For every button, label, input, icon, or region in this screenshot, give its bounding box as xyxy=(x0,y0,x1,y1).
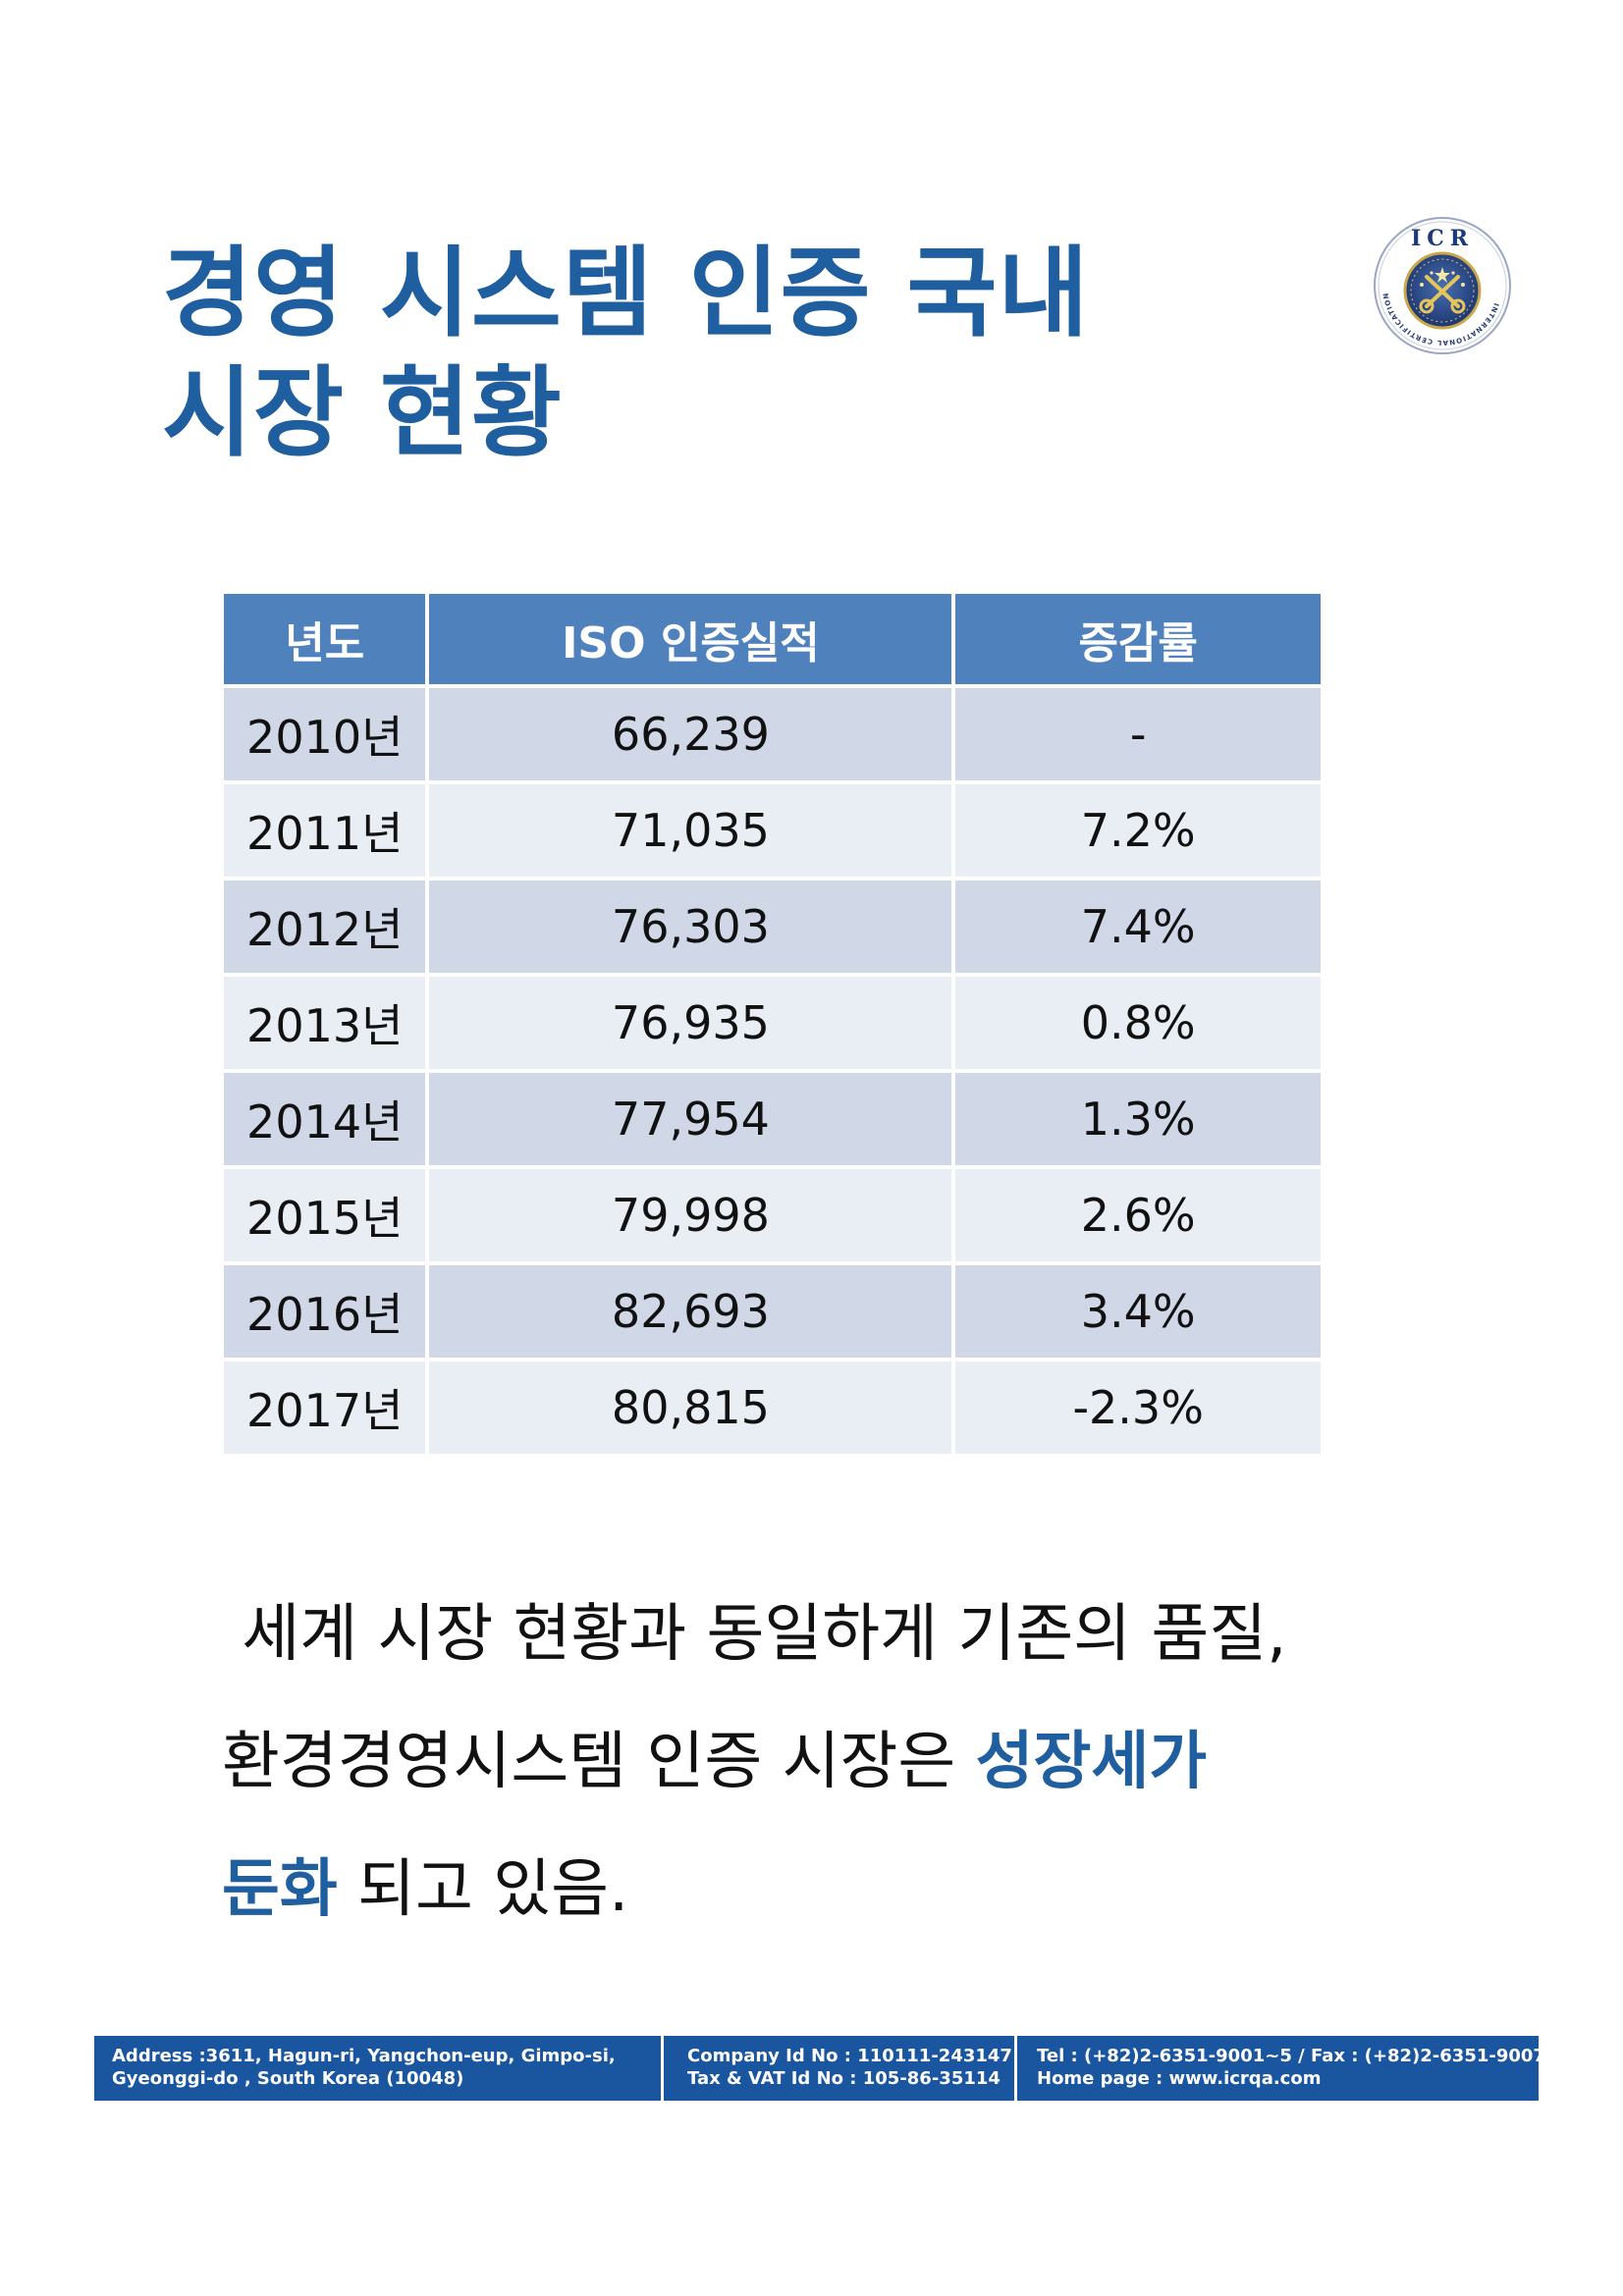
footer-address: Address :3611, Hagun-ri, Yangchon-eup, G… xyxy=(94,2036,661,2101)
cell-count: 80,815 xyxy=(429,1362,952,1454)
footer-address-line-2: Gyeonggi-do , South Korea (10048) xyxy=(112,2068,464,2089)
footer-phone-fax: Tel : (+82)2-6351-9001~5 / Fax : (+82)2-… xyxy=(1037,2046,1545,2066)
logo-text: ICR xyxy=(1411,226,1474,251)
summary-line-1-text: 세계 시장 현황과 동일하게 기존의 품질, xyxy=(222,1598,1287,1671)
table-row: 2016년 82,693 3.4% xyxy=(224,1265,1321,1358)
table-row: 2010년 66,239 - xyxy=(224,688,1321,780)
cell-year: 2013년 xyxy=(224,977,426,1069)
page-title-line-2: 시장 현황 xyxy=(162,355,563,470)
summary-highlight-slowdown: 둔화 xyxy=(222,1853,338,1926)
cell-year: 2011년 xyxy=(224,784,426,877)
summary-line-3-text: 되고 있음. xyxy=(337,1853,629,1926)
cell-change: 7.4% xyxy=(955,881,1321,973)
summary-line-3: 둔화 되고 있음. xyxy=(222,1826,1498,1953)
column-header-iso-count: ISO 인증실적 xyxy=(429,594,952,684)
summary-line-2: 환경경영시스템 인증 시장은 성장세가 xyxy=(222,1698,1498,1826)
cell-change: 1.3% xyxy=(955,1073,1321,1165)
table-row: 2017년 80,815 -2.3% xyxy=(224,1362,1321,1454)
cell-count: 76,303 xyxy=(429,881,952,973)
column-header-change-rate: 증감률 xyxy=(955,594,1321,684)
cell-count: 77,954 xyxy=(429,1073,952,1165)
column-header-year: 년도 xyxy=(224,594,426,684)
cell-year: 2012년 xyxy=(224,881,426,973)
icr-logo: INTERNATIONAL CERTIFICATION REGISTRAR IC… xyxy=(1370,210,1512,355)
cell-year: 2017년 xyxy=(224,1362,426,1454)
cell-change: 7.2% xyxy=(955,784,1321,877)
table-row: 2013년 76,935 0.8% xyxy=(224,977,1321,1069)
cell-change: 2.6% xyxy=(955,1169,1321,1261)
cell-count: 79,998 xyxy=(429,1169,952,1261)
summary-paragraph: 세계 시장 현황과 동일하게 기존의 품질, 환경경영시스템 인증 시장은 성장… xyxy=(222,1571,1498,1953)
cell-year: 2015년 xyxy=(224,1169,426,1261)
page-title-line-1: 경영 시스템 인증 국내 xyxy=(162,236,1090,350)
footer-company-id: Company Id No : 110111-243147 xyxy=(687,2046,1012,2066)
footer-homepage-link[interactable]: Home page : www.icrqa.com xyxy=(1037,2068,1322,2089)
cell-count: 66,239 xyxy=(429,688,952,780)
footer-address-line-1: Address :3611, Hagun-ri, Yangchon-eup, G… xyxy=(112,2046,616,2066)
footer-company-ids: Company Id No : 110111-243147 Tax & VAT … xyxy=(661,2036,1014,2101)
footer-contact: Tel : (+82)2-6351-9001~5 / Fax : (+82)2-… xyxy=(1014,2036,1545,2101)
cell-count: 76,935 xyxy=(429,977,952,1069)
cell-year: 2016년 xyxy=(224,1265,426,1358)
table-row: 2012년 76,303 7.4% xyxy=(224,881,1321,973)
summary-line-1: 세계 시장 현황과 동일하게 기존의 품질, xyxy=(222,1571,1498,1698)
page-title: 경영 시스템 인증 국내 시장 현황 xyxy=(162,234,1242,473)
crossed-keys-seal-icon: INTERNATIONAL CERTIFICATION REGISTRAR IC… xyxy=(1370,210,1511,354)
cell-year: 2014년 xyxy=(224,1073,426,1165)
cell-change: 0.8% xyxy=(955,977,1321,1069)
footer-tax-id: Tax & VAT Id No : 105-86-35114 xyxy=(687,2068,1001,2089)
cell-change: -2.3% xyxy=(955,1362,1321,1454)
summary-line-2-text: 환경경영시스템 인증 시장은 xyxy=(222,1726,976,1798)
cell-year: 2010년 xyxy=(224,688,426,780)
table-row: 2015년 79,998 2.6% xyxy=(224,1169,1321,1261)
cell-change: 3.4% xyxy=(955,1265,1321,1358)
table-row: 2011년 71,035 7.2% xyxy=(224,784,1321,877)
footer-bar: Address :3611, Hagun-ri, Yangchon-eup, G… xyxy=(94,2036,1545,2101)
table-header-row: 년도 ISO 인증실적 증감률 xyxy=(224,594,1321,684)
cell-count: 71,035 xyxy=(429,784,952,877)
cell-count: 82,693 xyxy=(429,1265,952,1358)
table-row: 2014년 77,954 1.3% xyxy=(224,1073,1321,1165)
iso-certification-table: 년도 ISO 인증실적 증감률 2010년 66,239 - 2011년 71,… xyxy=(220,590,1325,1458)
cell-change: - xyxy=(955,688,1321,780)
summary-highlight-growth: 성장세가 xyxy=(975,1726,1208,1798)
